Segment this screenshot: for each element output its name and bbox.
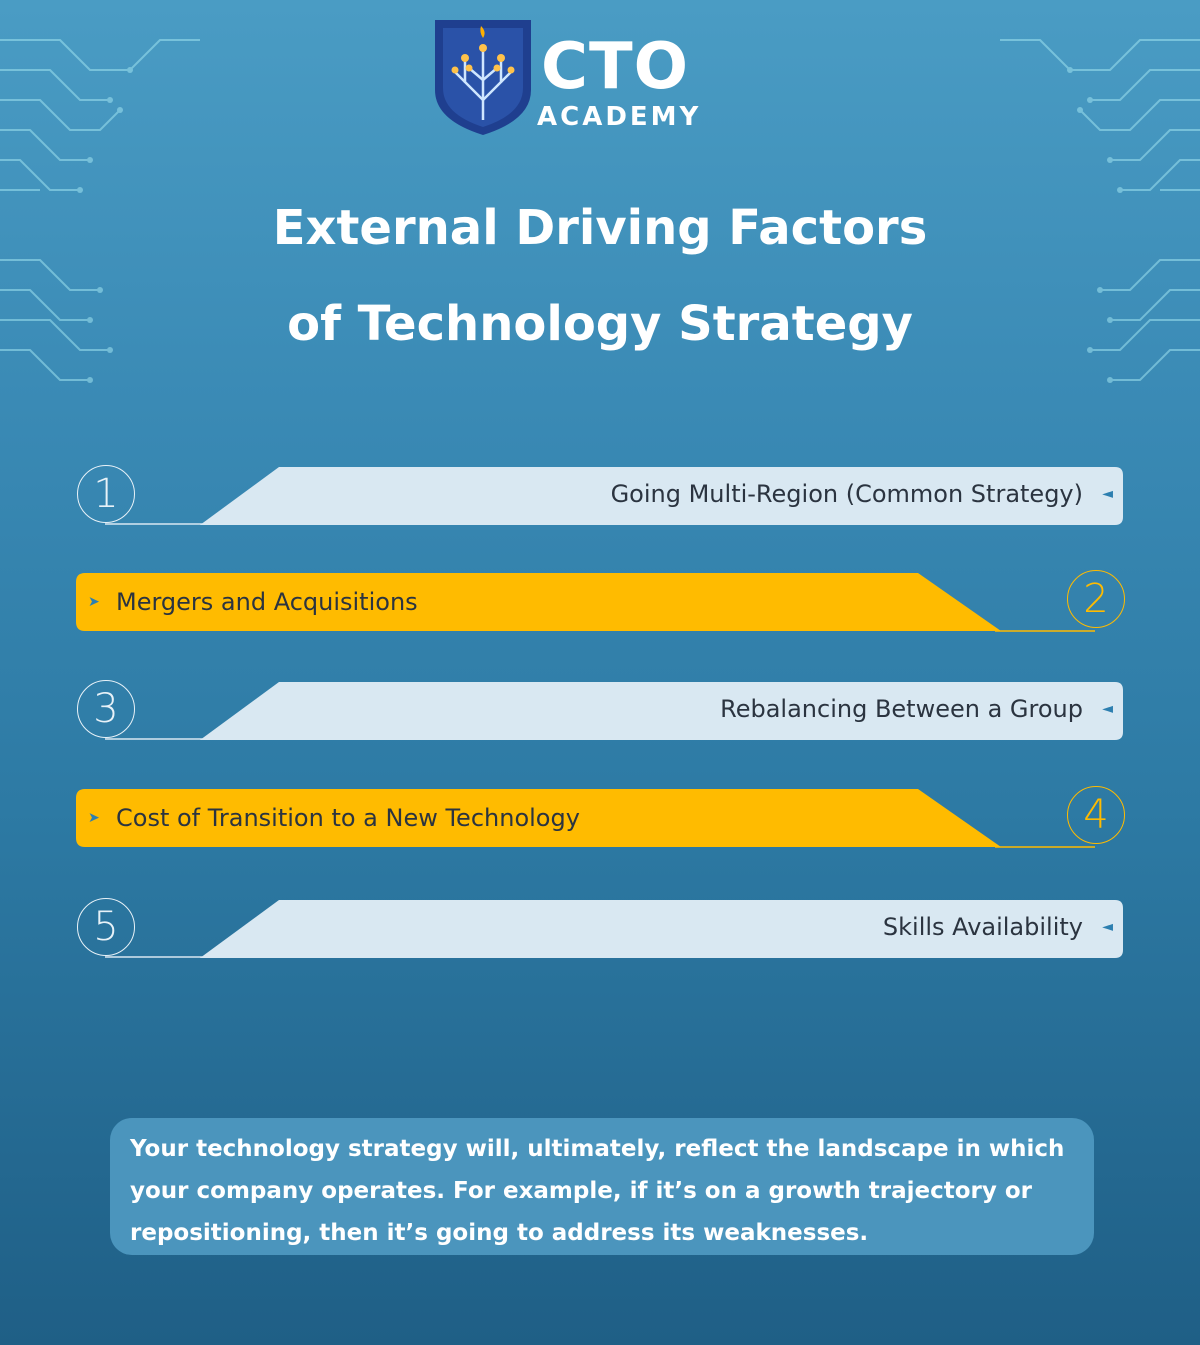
factor-item-3: 3 Rebalancing Between a Group ◄ — [75, 680, 1125, 744]
title-line-2: of Technology Strategy — [287, 296, 913, 352]
shield-circuit-icon — [435, 20, 531, 135]
logo-academy-text: ACADEMY — [537, 102, 702, 132]
factor-label-2: Mergers and Acquisitions — [116, 588, 418, 616]
factor-number-1: 1 — [77, 465, 135, 523]
factor-item-5: 5 Skills Availability ◄ — [75, 898, 1125, 962]
arrow-left-icon: ◄ — [1102, 919, 1113, 935]
factor-number-4: 4 — [1067, 786, 1125, 844]
factor-label-4: Cost of Transition to a New Technology — [116, 804, 580, 832]
factor-item-1: 1 Going Multi-Region (Common Strategy) ◄ — [75, 465, 1125, 529]
arrow-left-icon: ◄ — [1102, 701, 1113, 717]
factor-label-3: Rebalancing Between a Group — [720, 695, 1083, 723]
cto-academy-logo: CTO ACADEMY — [435, 20, 735, 138]
factor-number-5: 5 — [77, 898, 135, 956]
factor-number-2: 2 — [1067, 570, 1125, 628]
factor-label-1: Going Multi-Region (Common Strategy) — [610, 480, 1083, 508]
factor-bar-3 — [105, 682, 1123, 740]
arrow-left-icon: ◄ — [1102, 486, 1113, 502]
page-title: External Driving Factors of Technology S… — [0, 180, 1200, 372]
arrow-right-icon: ➤ — [88, 594, 100, 610]
title-line-1: External Driving Factors — [272, 200, 928, 256]
factor-label-5: Skills Availability — [882, 913, 1083, 941]
factor-number-3: 3 — [77, 680, 135, 738]
summary-note: Your technology strategy will, ultimatel… — [110, 1118, 1094, 1255]
factor-bar-1 — [105, 467, 1123, 525]
arrow-right-icon: ➤ — [88, 810, 100, 826]
factor-item-2: 2 Mergers and Acquisitions ➤ — [75, 570, 1125, 637]
circuit-decoration-right — [1000, 39, 1200, 383]
factor-item-4: 4 Cost of Transition to a New Technology… — [75, 786, 1125, 853]
factor-bar-5 — [105, 900, 1123, 958]
logo-cto-text: CTO — [541, 30, 690, 104]
factor-bar-2 — [76, 573, 1095, 632]
factor-bar-4 — [76, 789, 1095, 848]
circuit-decoration-left — [0, 39, 200, 383]
